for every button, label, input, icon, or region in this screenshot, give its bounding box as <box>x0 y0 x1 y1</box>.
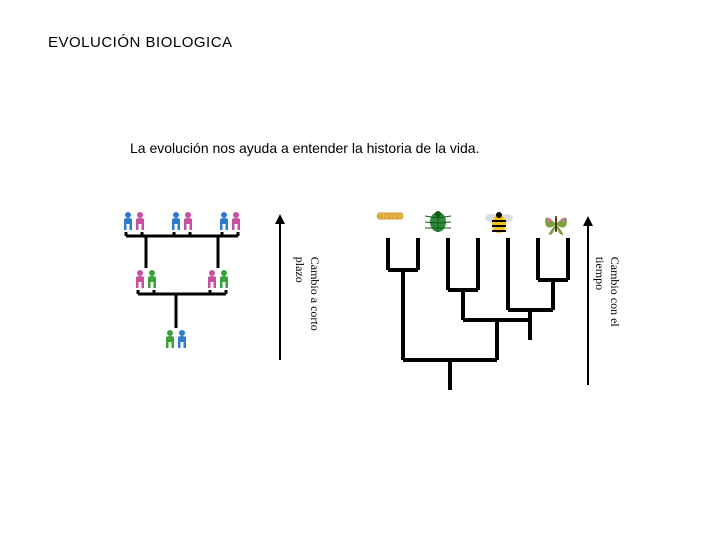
butterfly-icon <box>545 216 567 235</box>
beetle-icon <box>425 211 451 232</box>
bee-icon <box>485 212 513 233</box>
diagram-macroevolution: Cambio con el tiempo <box>370 210 600 395</box>
diagram-microevolution: Cambio a corto plazo <box>110 210 300 395</box>
page-title: EVOLUCIÓN BIOLOGICA <box>48 34 233 51</box>
page-subtitle: La evolución nos ayuda a entender la his… <box>130 140 479 156</box>
right-axis-label: Cambio con el tiempo <box>592 256 622 349</box>
macroevolution-svg <box>370 210 600 395</box>
diagrams: Cambio a corto plazo Cambio con el tiemp… <box>110 210 600 395</box>
larva-icon <box>377 213 403 220</box>
microevolution-svg <box>110 210 300 380</box>
left-axis-label: Cambio a corto plazo <box>292 256 322 349</box>
